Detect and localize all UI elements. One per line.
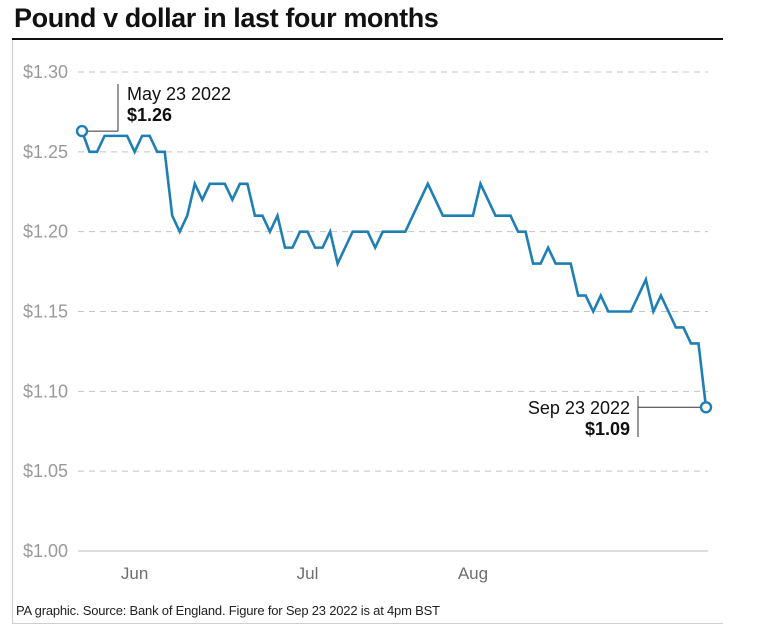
series-line (80, 129, 708, 409)
annotations: May 23 2022$1.26 Sep 23 2022$1.09 (88, 84, 700, 439)
x-tick-label: Aug (458, 564, 488, 583)
y-tick-label: $1.10 (23, 381, 68, 401)
title-rule (12, 38, 723, 40)
y-tick-label: $1.05 (23, 461, 68, 481)
footer-rule (12, 623, 723, 624)
end-annotation-value: $1.09 (585, 419, 630, 439)
y-tick-label: $1.15 (23, 302, 68, 322)
end-point-marker (699, 401, 713, 414)
y-tick-label: $1.20 (23, 222, 68, 242)
series-group (75, 124, 713, 414)
line-chart: $1.30$1.25$1.20$1.15$1.10$1.05$1.00 Jun J… (23, 62, 713, 583)
y-tick-label: $1.00 (23, 541, 68, 561)
x-tick-label: Jul (297, 564, 319, 583)
start-point-marker (75, 124, 89, 138)
source-footnote: PA graphic. Source: Bank of England. Fig… (16, 603, 440, 618)
start-annotation-value: $1.26 (127, 105, 172, 125)
x-tick-label: Jun (121, 564, 148, 583)
y-tick-label: $1.25 (23, 142, 68, 162)
end-annotation-date: Sep 23 2022 (528, 398, 630, 418)
y-tick-label: $1.30 (23, 62, 68, 82)
x-axis-ticks: Jun Jul Aug (121, 564, 488, 583)
y-axis-ticks: $1.30 $1.25 $1.20 $1.15 $1.10 $1.05 $1.00 (23, 62, 68, 561)
frame-left-border (12, 40, 13, 623)
gridlines (78, 71, 708, 552)
start-annotation-date: May 23 2022 (127, 84, 231, 104)
chart-title: Pound v dollar in last four months (14, 3, 439, 33)
